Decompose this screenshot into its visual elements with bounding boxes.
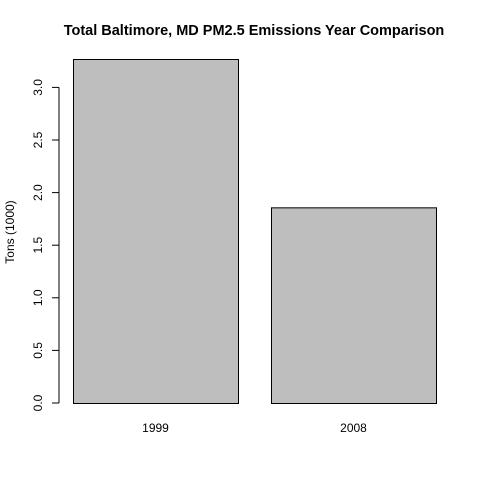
- chart-title: Total Baltimore, MD PM2.5 Emissions Year…: [64, 23, 445, 39]
- bar-1999: [74, 60, 239, 404]
- bar-2008: [272, 208, 437, 404]
- y-tick-label: 2.0: [31, 184, 45, 201]
- y-tick-label: 3.0: [31, 79, 45, 96]
- y-axis-label: Tons (1000): [3, 200, 17, 263]
- y-axis: 0.0 0.5 1.0 1.5 2.0 2.5 3.0: [31, 79, 59, 412]
- y-tick-label: 1.5: [31, 237, 45, 254]
- y-tick-label: 1.0: [31, 289, 45, 306]
- y-tick-label: 2.5: [31, 131, 45, 148]
- x-tick-label: 1999: [142, 421, 169, 435]
- y-tick-label: 0.5: [31, 342, 45, 359]
- bars: [74, 60, 437, 404]
- y-tick-label: 0.0: [31, 394, 45, 411]
- x-tick-label: 2008: [340, 421, 367, 435]
- x-axis-labels: 1999 2008: [142, 421, 367, 435]
